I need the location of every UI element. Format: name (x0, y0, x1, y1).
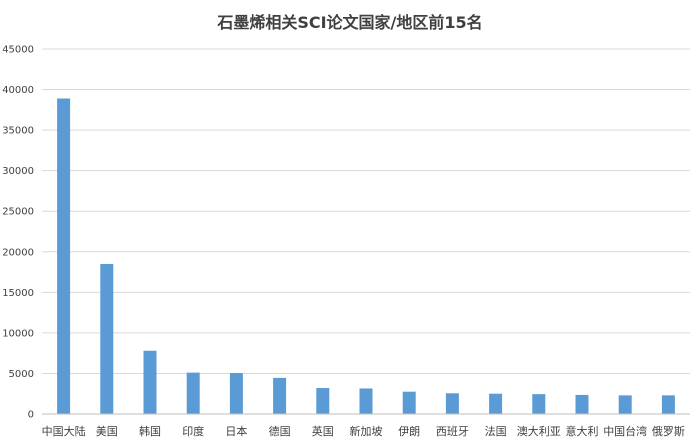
x-category-label: 日本 (225, 424, 247, 438)
bar (273, 377, 287, 414)
y-tick-label: 5000 (9, 369, 34, 380)
y-tick-label: 45000 (2, 45, 34, 56)
y-tick-label: 40000 (2, 85, 34, 96)
bar (532, 394, 546, 414)
bar (489, 393, 503, 414)
x-category-label: 西班牙 (436, 425, 469, 438)
bar (186, 372, 200, 414)
x-category-label: 俄罗斯 (652, 425, 685, 438)
x-category-label: 中国台湾 (603, 424, 647, 438)
bar (445, 393, 459, 414)
x-category-label: 韩国 (139, 424, 161, 438)
y-tick-label: 20000 (2, 247, 34, 258)
y-tick-label: 35000 (2, 126, 34, 137)
bar (143, 350, 157, 414)
x-category-label: 法国 (485, 424, 507, 438)
y-tick-label: 15000 (2, 288, 34, 299)
y-tick-label: 0 (28, 410, 34, 421)
bar (359, 388, 373, 414)
y-axis-ticks: 0 5000 10000 15000 20000 25000 30000 35000 40000… (2, 45, 34, 421)
bar (575, 394, 589, 414)
bars (57, 98, 675, 414)
y-tick-label: 25000 (2, 207, 34, 218)
y-tick-label: 30000 (2, 166, 34, 177)
x-category-label: 印度 (182, 424, 204, 438)
bar (100, 263, 114, 414)
x-category-label: 英国 (312, 424, 334, 438)
bar (229, 373, 243, 414)
x-category-label: 伊朗 (398, 425, 420, 438)
bar (661, 395, 675, 414)
x-category-label: 新加坡 (350, 424, 383, 438)
y-tick-label: 10000 (2, 328, 34, 339)
x-category-label: 澳大利亚 (517, 424, 561, 438)
bar (618, 395, 632, 414)
x-category-label: 德国 (269, 424, 291, 438)
chart-title: 石墨烯相关SCI论文国家/地区前15名 (216, 13, 482, 32)
gridlines (42, 48, 690, 374)
bar (57, 98, 71, 414)
x-category-label: 意大利 (566, 424, 599, 438)
x-axis-categories: 中国大陆 美国 韩国 印度 日本 德国 英国 新加坡 伊朗 西班牙 法国 澳大利亚 意大利 中国台湾 俄罗斯 (42, 424, 685, 438)
x-category-label: 中国大陆 (42, 424, 86, 438)
bar (316, 388, 330, 414)
bar (402, 391, 416, 414)
x-category-label: 美国 (96, 425, 118, 438)
